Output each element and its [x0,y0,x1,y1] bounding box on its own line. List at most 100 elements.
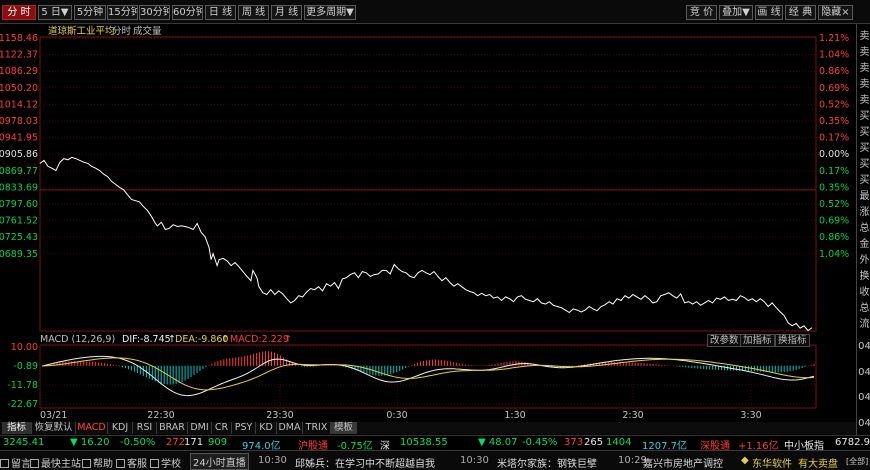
news-headline-1[interactable]: 邱姊兵：在学习中不断超越自我 [295,459,435,470]
price-chart[interactable]: 21158.46 21122.37 21086.29 21050.20 21014.12… [0,24,856,334]
tab-macd[interactable]: MACD [76,422,108,434]
macd-tick-label: -0.89 [13,361,38,372]
macd-panel[interactable]: 10.00 -0.89 -11.78 -22.67 03/21 22:30 23:30 0:… [0,333,856,425]
message-link[interactable]: 留言 [0,455,31,470]
tab-psy[interactable]: PSY [232,422,256,434]
tab-15min[interactable]: 15分钟 [107,5,138,20]
school-icon [150,459,159,468]
tab-weekly[interactable]: 周 线 [238,5,269,20]
side-panel-label: 04 [858,367,870,378]
sz-label: 深 [380,441,390,452]
tab-dma[interactable]: DMA [277,422,303,434]
macd-dea-value: DEA:-9.860 [175,334,229,345]
add-indicator-button[interactable]: 加指标 [740,334,775,347]
sz-amount: 1207.7亿 [642,441,687,452]
tab-restore-default[interactable]: 恢复默认 [32,422,76,434]
percent-tick-label: 0.52% [819,99,849,110]
sh-index-pct: -0.50% [120,437,156,448]
zxb-label[interactable]: 中小板指 [784,441,824,452]
side-panel-label: 卖 [859,95,870,106]
news-headline-2[interactable]: 米塔尔家族：钢铁巨擘 [497,459,597,470]
price-tick-label: 20797.60 [0,199,38,210]
chart-mode-label: 分时 [112,25,132,37]
price-tick-label: 21086.29 [0,66,38,77]
side-panel-label: 买 [859,111,870,122]
time-tick-label: 2:30 [622,410,643,421]
price-series-line [39,156,813,332]
hide-button[interactable]: 隐藏× [818,5,853,20]
percent-tick-label: 0.69% [819,216,849,227]
side-panel-label: 卖 [859,47,870,58]
side-panel-label: 收 [859,287,870,298]
macd-dif-arrow: ↑ [168,334,176,345]
sh-flat-count: 171 [184,437,204,448]
news-time-3: 10:29 [618,455,647,466]
macd-tick-label: -22.67 [7,399,38,410]
price-chart-panel[interactable]: 21158.46 21122.37 21086.29 21050.20 21014.12… [0,24,856,334]
percent-tick-label: 1.04% [819,50,849,61]
hgt-value: -0.75亿 [337,441,373,452]
live-24h-button[interactable]: 24小时直播 [190,453,249,470]
tab-60min[interactable]: 60分钟 [172,5,203,20]
macd-macd-value: MACD:2.229 [230,334,289,345]
sz-index-pct: -0.45% [522,437,558,448]
service-link[interactable]: 客服 [116,455,147,470]
zxb-value: 6782.9 [835,437,870,448]
hgt-label[interactable]: 沪股通 [298,441,328,452]
sh-index-value: 3245.41 [3,437,45,448]
bottom-news-bar: 留言 最快主站 帮助 客服 学校 24小时直播 10:30 邱姊兵：在学习中不断… [0,450,870,470]
macd-tick-label: 10.00 [11,342,38,353]
percent-tick-label: 1.21% [819,33,849,44]
tab-monthly[interactable]: 月 线 [271,5,302,20]
switch-indicator-button[interactable]: 换指标 [775,334,810,347]
macd-header: MACD (12,26,9) DIF:-8.745 ↑ DEA:-9.860 ↑… [40,333,816,347]
help-link[interactable]: 帮助 [82,455,113,470]
tab-rsi[interactable]: RSI [133,422,157,434]
sgt-label[interactable]: 深股通 [700,441,730,452]
side-panel-label: 04 [858,341,870,352]
tab-30min[interactable]: 30分钟 [139,5,170,20]
side-panel-label: 买 [859,175,870,186]
percent-tick-label: 0.00% [819,149,849,160]
auction-button[interactable]: 竞 价 [686,5,717,20]
news-headline-3[interactable]: 嘉兴市房地产调控 [643,459,723,470]
tab-5day[interactable]: 5 日▼ [38,5,72,20]
tab-indicator[interactable]: 指标 [2,422,32,434]
school-link[interactable]: 学校 [150,455,181,470]
tab-template[interactable]: 模板 [331,422,357,434]
side-panel-label: 总 [859,303,870,314]
tab-cr[interactable]: CR [212,422,232,434]
percent-tick-label: 0.35% [819,182,849,193]
macd-chart[interactable]: 10.00 -0.89 -11.78 -22.67 03/21 22:30 23:30 0:… [0,333,856,425]
macd-macd-arrow: ↑ [284,334,292,345]
sz-up-count: 373 [564,437,584,448]
sh-amount: 974.0亿 [242,441,281,452]
side-panel-label: 卖 [859,79,870,90]
change-params-button[interactable]: 改参数 [707,334,742,347]
side-panel-label: 换 [859,271,870,282]
overlay-dropdown[interactable]: 叠加▼ [719,5,753,20]
tab-5min[interactable]: 5分钟 [74,5,106,20]
all-alerts-link[interactable]: [全部] [846,457,869,466]
tab-daily[interactable]: 日 线 [205,5,236,20]
chart-volume-label: 成交量 [133,25,162,37]
chart-symbol-name: 道琼斯工业平均 [48,25,115,37]
tab-trix[interactable]: TRIX [303,422,331,434]
price-tick-label: 21014.12 [0,99,38,110]
tab-dmi[interactable]: DMI [188,422,212,434]
tab-brar[interactable]: BRAR [157,422,188,434]
period-toolbar: 分 时 5 日▼ 5分钟 15分钟 30分钟 60分钟 日 线 周 线 月 线 … [0,0,870,24]
side-panel-label: 金 [859,239,870,250]
tab-kdj[interactable]: KDJ [108,422,133,434]
side-panel-label: 04 [858,392,870,403]
more-periods-dropdown[interactable]: 更多周期▼ [304,5,356,20]
tab-kd[interactable]: KD [256,422,277,434]
tab-intraday[interactable]: 分 时 [2,5,36,20]
alert-stock-name[interactable]: 东华软件 [752,459,792,470]
side-panel-label: 流 [859,319,870,330]
draw-line-button[interactable]: 画 线 [755,5,783,20]
classic-button[interactable]: 经 典 [785,5,816,20]
fastest-server-link[interactable]: 最快主站 [30,455,81,470]
sz-down-count: 1404 [606,437,632,448]
